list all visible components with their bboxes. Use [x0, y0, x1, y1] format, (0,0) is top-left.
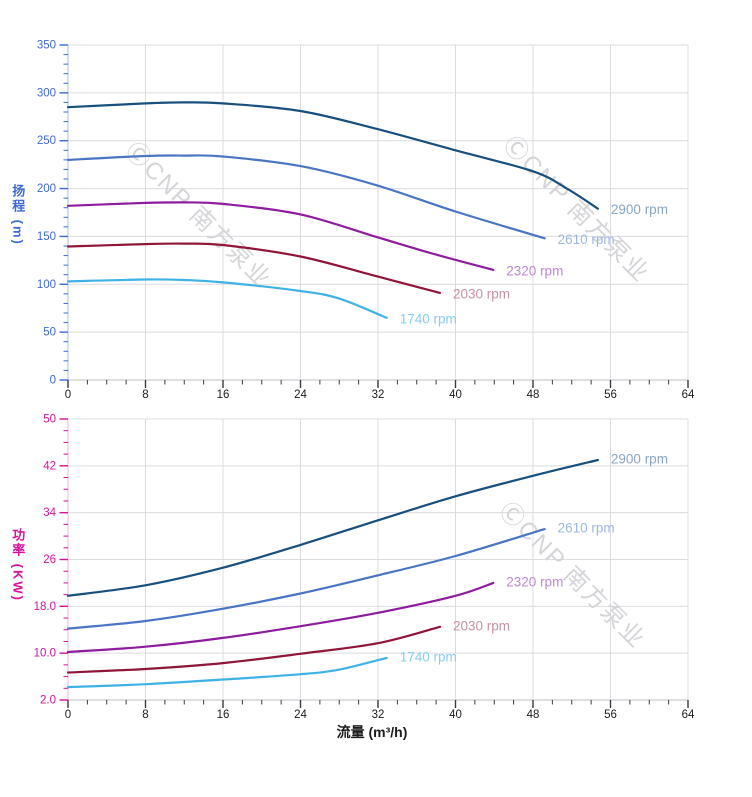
x-tick-label: 48	[527, 389, 540, 401]
y-tick-label: 300	[37, 87, 56, 99]
y-tick-label: 2.0	[40, 695, 56, 707]
curve-label-2320-rpm: 2320 rpm	[506, 574, 563, 589]
y-tick-label: 150	[37, 231, 56, 243]
x-tick-label: 64	[682, 389, 695, 401]
x-tick-label: 40	[449, 709, 462, 721]
curve-label-2610-rpm: 2610 rpm	[558, 521, 615, 536]
x-tick-label: 16	[217, 709, 230, 721]
curve-label-2900-rpm: 2900 rpm	[611, 202, 668, 217]
x-tick-label: 0	[65, 709, 71, 721]
y-tick-label: 350	[37, 40, 56, 52]
curve-label-1740-rpm: 1740 rpm	[400, 649, 457, 664]
y-tick-label: 18.0	[34, 601, 56, 613]
curve-label-2610-rpm: 2610 rpm	[558, 232, 615, 247]
curve-1740-rpm-power-vs-flow	[66, 656, 388, 689]
curve-2610-rpm-power-vs-flow	[66, 528, 546, 630]
x-tick-label: 56	[604, 709, 617, 721]
x-tick-label: 32	[372, 389, 385, 401]
x-tick-label: 0	[65, 389, 71, 401]
y-tick-label: 42	[43, 460, 56, 472]
flow-axis-title: 流量 (m³/h)	[336, 724, 408, 740]
x-tick-label: 24	[294, 709, 307, 721]
x-tick-label: 16	[217, 389, 230, 401]
y-tick-label: 200	[37, 183, 56, 195]
y-tick-label: 250	[37, 135, 56, 147]
x-tick-label: 40	[449, 389, 462, 401]
y-tick-label: 10.0	[34, 648, 56, 660]
power-axis-title: 功率 (KW)	[10, 528, 26, 602]
x-tick-label: 64	[682, 709, 695, 721]
y-tick-label: 50	[43, 327, 56, 339]
curve-2030-rpm-power-vs-flow	[66, 625, 442, 674]
y-tick-label: 34	[43, 507, 56, 519]
head-axis-title: 扬程 (m)	[10, 184, 26, 246]
x-tick-label: 56	[604, 389, 617, 401]
curve-label-2320-rpm: 2320 rpm	[506, 263, 563, 278]
x-tick-label: 48	[527, 709, 540, 721]
x-tick-label: 8	[142, 389, 148, 401]
curve-1740-rpm-head-vs-flow	[66, 278, 388, 319]
curve-label-2030-rpm: 2030 rpm	[453, 286, 510, 301]
y-tick-label: 26	[43, 554, 56, 566]
curve-2900-rpm-head-vs-flow	[66, 101, 599, 210]
curve-label-1740-rpm: 1740 rpm	[400, 311, 457, 326]
x-tick-label: 32	[372, 709, 385, 721]
y-tick-label: 50	[43, 414, 56, 426]
cnp-watermark: ⒸCNP 南方泵业	[120, 137, 277, 294]
curve-label-2900-rpm: 2900 rpm	[611, 452, 668, 467]
x-tick-label: 24	[294, 389, 307, 401]
y-tick-label: 100	[37, 279, 56, 291]
curve-2320-rpm-head-vs-flow	[66, 201, 495, 271]
x-tick-label: 8	[142, 709, 148, 721]
curve-2610-rpm-head-vs-flow	[66, 154, 546, 240]
y-tick-label: 0	[50, 375, 56, 387]
curve-2320-rpm-power-vs-flow	[66, 581, 495, 654]
curve-2030-rpm-head-vs-flow	[66, 242, 442, 294]
curve-2900-rpm-power-vs-flow	[66, 458, 599, 597]
curve-label-2030-rpm: 2030 rpm	[453, 618, 510, 633]
